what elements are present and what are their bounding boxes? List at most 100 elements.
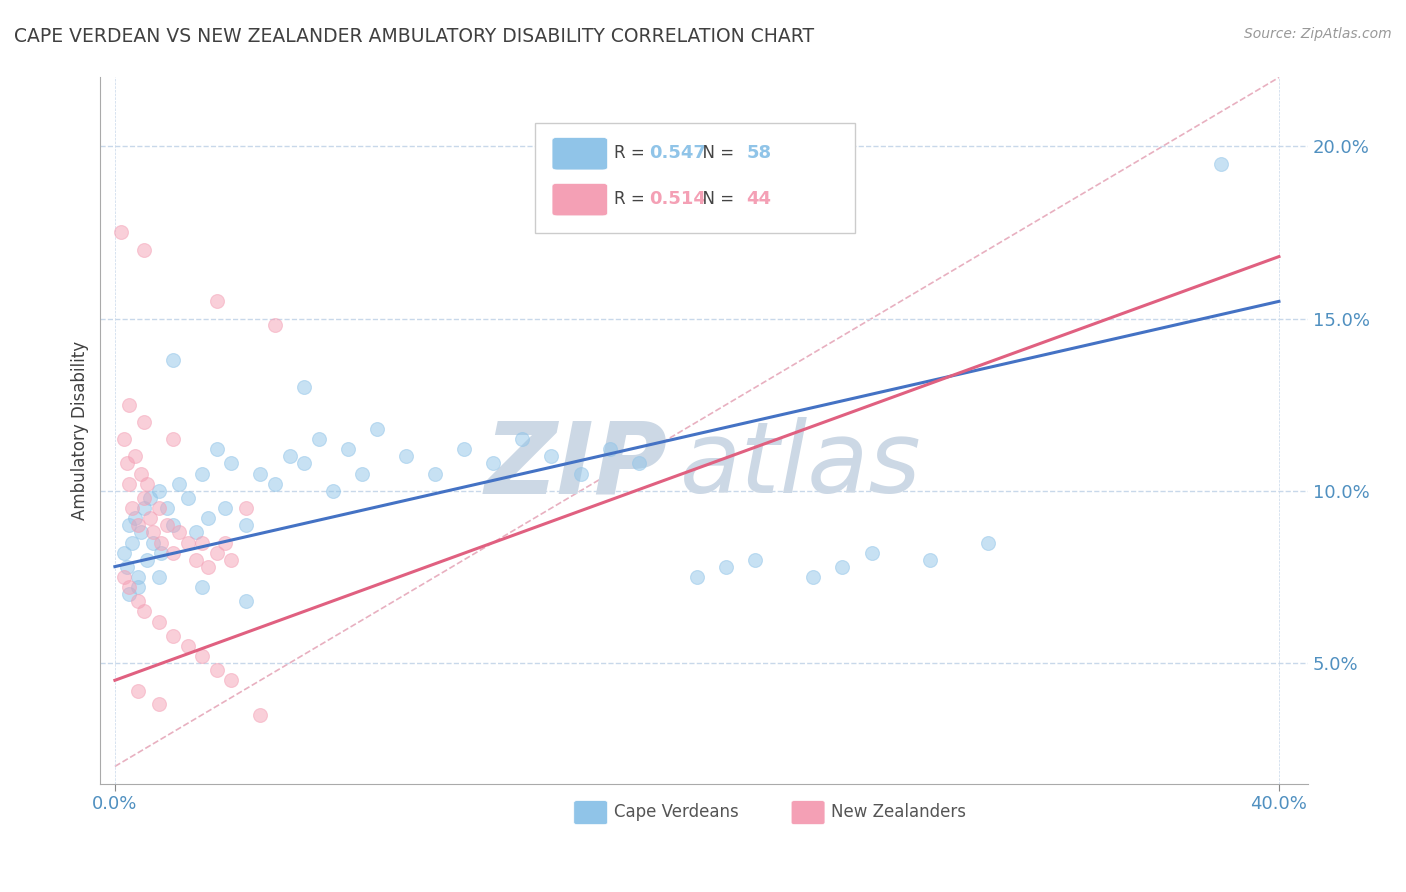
- Point: [918, 552, 941, 566]
- Point: [124, 511, 146, 525]
- FancyBboxPatch shape: [536, 123, 855, 233]
- Point: [860, 546, 883, 560]
- Point: [127, 518, 149, 533]
- Point: [627, 456, 650, 470]
- Point: [205, 546, 228, 560]
- Point: [744, 552, 766, 566]
- Text: CAPE VERDEAN VS NEW ZEALANDER AMBULATORY DISABILITY CORRELATION CHART: CAPE VERDEAN VS NEW ZEALANDER AMBULATORY…: [14, 27, 814, 45]
- Point: [1209, 156, 1232, 170]
- Text: atlas: atlas: [681, 417, 922, 515]
- Point: [148, 698, 170, 712]
- Text: ZIP: ZIP: [485, 417, 668, 515]
- Point: [395, 450, 418, 464]
- Text: New Zealanders: New Zealanders: [831, 803, 966, 821]
- Point: [264, 318, 287, 333]
- Point: [129, 525, 152, 540]
- FancyBboxPatch shape: [574, 801, 607, 824]
- Point: [322, 483, 344, 498]
- Text: N =: N =: [692, 144, 740, 162]
- Point: [129, 467, 152, 481]
- Point: [186, 525, 208, 540]
- FancyBboxPatch shape: [792, 801, 825, 824]
- Point: [110, 226, 132, 240]
- Point: [142, 525, 165, 540]
- Point: [139, 511, 162, 525]
- Point: [176, 535, 198, 549]
- Point: [132, 243, 155, 257]
- Point: [249, 707, 271, 722]
- Point: [118, 580, 141, 594]
- Point: [124, 450, 146, 464]
- Point: [352, 467, 374, 481]
- Point: [139, 491, 162, 505]
- Point: [112, 432, 135, 446]
- Point: [336, 442, 359, 457]
- Point: [214, 535, 236, 549]
- Point: [686, 570, 709, 584]
- Point: [132, 501, 155, 516]
- Point: [221, 552, 243, 566]
- Point: [569, 467, 592, 481]
- Text: Cape Verdeans: Cape Verdeans: [613, 803, 738, 821]
- Point: [121, 535, 143, 549]
- Point: [118, 518, 141, 533]
- Point: [115, 559, 138, 574]
- Point: [540, 450, 562, 464]
- Point: [127, 683, 149, 698]
- Point: [308, 432, 330, 446]
- Point: [132, 604, 155, 618]
- Point: [176, 491, 198, 505]
- FancyBboxPatch shape: [553, 137, 607, 170]
- FancyBboxPatch shape: [553, 184, 607, 216]
- Text: N =: N =: [692, 190, 740, 208]
- Point: [148, 570, 170, 584]
- Point: [162, 518, 184, 533]
- Point: [205, 294, 228, 309]
- Point: [162, 352, 184, 367]
- Point: [162, 546, 184, 560]
- Point: [831, 559, 853, 574]
- Point: [235, 501, 257, 516]
- Point: [191, 580, 214, 594]
- Text: 0.514: 0.514: [648, 190, 706, 208]
- Point: [118, 477, 141, 491]
- Point: [482, 456, 505, 470]
- Point: [167, 477, 190, 491]
- Point: [162, 628, 184, 642]
- Point: [150, 546, 173, 560]
- Point: [132, 415, 155, 429]
- Point: [148, 615, 170, 629]
- Point: [205, 663, 228, 677]
- Point: [249, 467, 271, 481]
- Point: [453, 442, 475, 457]
- Point: [221, 673, 243, 688]
- Point: [112, 546, 135, 560]
- Point: [191, 467, 214, 481]
- Point: [118, 398, 141, 412]
- Point: [801, 570, 824, 584]
- Point: [221, 456, 243, 470]
- Point: [118, 587, 141, 601]
- Point: [235, 594, 257, 608]
- Point: [127, 580, 149, 594]
- Text: R =: R =: [613, 144, 650, 162]
- Text: Source: ZipAtlas.com: Source: ZipAtlas.com: [1244, 27, 1392, 41]
- Point: [191, 649, 214, 664]
- Point: [197, 559, 219, 574]
- Y-axis label: Ambulatory Disability: Ambulatory Disability: [72, 341, 89, 520]
- Point: [148, 501, 170, 516]
- Point: [977, 535, 1000, 549]
- Point: [205, 442, 228, 457]
- Point: [127, 594, 149, 608]
- Point: [599, 442, 621, 457]
- Point: [278, 450, 301, 464]
- Point: [162, 432, 184, 446]
- Point: [132, 491, 155, 505]
- Point: [112, 570, 135, 584]
- Point: [186, 552, 208, 566]
- Point: [148, 483, 170, 498]
- Point: [156, 501, 179, 516]
- Point: [115, 456, 138, 470]
- Point: [292, 380, 315, 394]
- Point: [135, 477, 157, 491]
